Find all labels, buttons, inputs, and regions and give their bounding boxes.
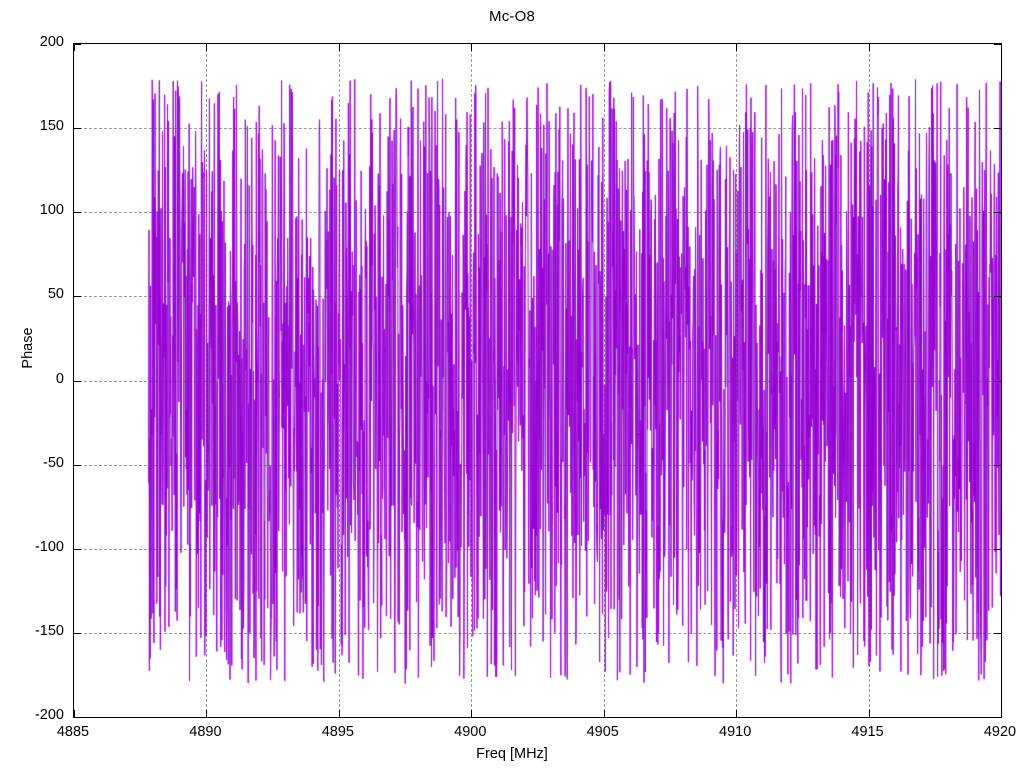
y-tick-mark: [994, 44, 1001, 45]
y-axis-title: Phase: [20, 327, 36, 369]
y-tick-mark: [994, 296, 1001, 298]
y-tick-label: 0: [55, 370, 64, 387]
y-tick-mark: [74, 212, 81, 214]
x-tick-label: 4905: [586, 724, 619, 740]
y-tick-label: -200: [34, 707, 64, 723]
y-tick-mark: [74, 632, 81, 634]
x-axis-title: Freq [MHz]: [476, 746, 548, 762]
y-tick-label: -50: [43, 454, 64, 471]
x-tick-mark: [471, 44, 473, 51]
y-tick-label: -100: [34, 538, 64, 555]
y-tick-mark: [74, 717, 81, 718]
x-tick-label: 4890: [189, 724, 222, 740]
x-tick-mark: [603, 710, 605, 717]
y-tick-label: -150: [34, 622, 64, 639]
y-tick-mark: [74, 380, 81, 382]
x-tick-mark: [338, 44, 340, 51]
x-tick-mark: [74, 710, 75, 717]
x-tick-mark: [868, 44, 870, 51]
y-tick-mark: [994, 380, 1001, 382]
x-tick-mark: [1001, 44, 1002, 51]
y-tick-mark: [994, 548, 1001, 550]
x-tick-label: 4910: [719, 724, 752, 740]
x-tick-mark: [868, 710, 870, 717]
y-tick-mark: [994, 464, 1001, 466]
x-tick-mark: [1001, 710, 1002, 717]
x-tick-label: 4885: [56, 724, 90, 740]
x-tick-mark: [736, 44, 738, 51]
x-tick-mark: [206, 710, 208, 717]
y-tick-mark: [74, 128, 81, 130]
y-tick-label: 150: [39, 118, 64, 135]
y-tick-label: 100: [39, 202, 64, 219]
y-tick-mark: [74, 464, 81, 466]
chart-title: Mc-O8: [489, 8, 535, 25]
x-tick-mark: [736, 710, 738, 717]
x-tick-mark: [338, 710, 340, 717]
y-tick-label: 200: [39, 34, 64, 50]
plot-area: [73, 43, 1002, 718]
x-tick-mark: [471, 710, 473, 717]
plot-inner: [74, 44, 1001, 717]
y-tick-mark: [994, 632, 1001, 634]
data-trace-phase: [74, 44, 1001, 717]
x-tick-label: 4900: [454, 724, 487, 740]
x-tick-mark: [603, 44, 605, 51]
y-tick-label: 50: [47, 286, 64, 303]
y-tick-mark: [74, 548, 81, 550]
x-tick-label: 4915: [851, 724, 884, 740]
x-tick-mark: [206, 44, 208, 51]
x-tick-label: 4895: [321, 724, 354, 740]
x-tick-label: 4920: [983, 724, 1017, 740]
y-tick-mark: [74, 296, 81, 298]
x-tick-mark: [74, 44, 75, 51]
y-tick-mark: [994, 717, 1001, 718]
y-tick-mark: [994, 128, 1001, 130]
y-tick-mark: [74, 44, 81, 45]
y-tick-mark: [994, 212, 1001, 214]
